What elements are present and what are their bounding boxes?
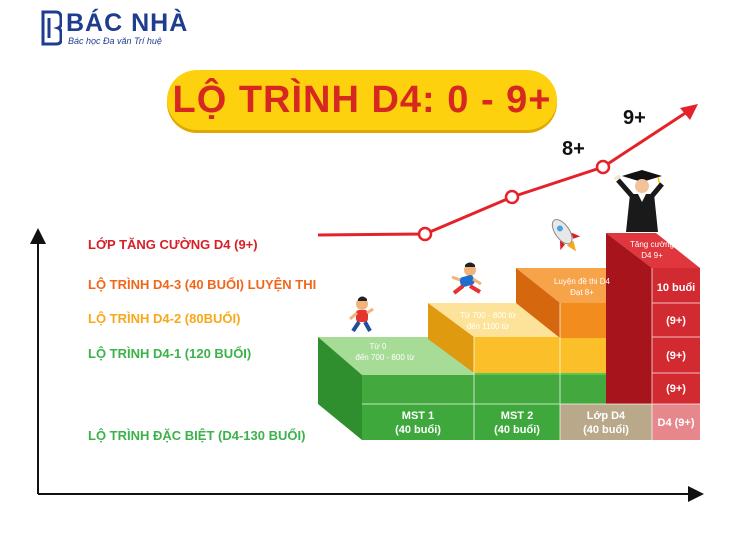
red-9-b: (9+) [666,350,686,362]
sprinting-kid-icon [451,262,482,295]
bottom-mst2-l2: (40 buổi) [494,424,540,436]
red-9-c: (9+) [666,383,686,395]
bottom-lopd4-l2: (40 buổi) [583,424,629,436]
green-step-text-1: Từ 0 [370,342,387,351]
bottom-mst2-l1: MST 2 [501,410,533,422]
bottom-mst1-l2: (40 buổi) [395,424,441,436]
title-badge: LỘ TRÌNH D4: 0 - 9+ [167,70,557,130]
yellow-step-text-1: Từ 700 - 800 từ [460,311,517,320]
level-label-tang-cuong: LỚP TĂNG CƯỜNG D4 (9+) [88,237,258,252]
orange-step-text-2: Đạt 8+ [570,288,594,297]
brand-logo: BÁC NHÀ Bác học Đa văn Trí huệ [40,10,188,46]
red-step-text-2: D4 9+ [641,251,663,260]
page-title: LỘ TRÌNH D4: 0 - 9+ [172,78,552,121]
progress-line [317,104,698,242]
milestone-dot-2 [504,189,520,205]
red-block [606,233,700,440]
level-label-dac-biet: LỘ TRÌNH ĐẶC BIỆT (D4-130 BUỔI) [88,428,306,443]
milestone-8: 8+ [562,138,585,160]
bottom-mst1-l1: MST 1 [402,410,434,422]
level-label-d4-3: LỘ TRÌNH D4-3 (40 BUỔI) LUYỆN THI [88,277,317,292]
milestone-dot-1 [417,226,433,242]
book-icon [41,10,62,46]
bottom-lopd4-l1: Lớp D4 [587,410,626,422]
rocket-icon [551,219,581,252]
red-9-a: (9+) [666,315,686,327]
graduate-icon [613,170,664,232]
brand-name: BÁC NHÀ [66,9,189,37]
milestone-dot-3 [595,159,611,175]
yellow-step-text-2: đến 1100 từ [467,322,510,331]
bottom-d49-l1: D4 (9+) [658,417,695,429]
milestone-9: 9+ [623,107,646,129]
bottom-row [362,404,700,440]
brand-tagline: Bác học Đa văn Trí huệ [68,36,162,46]
green-step-text-2: đến 700 - 800 từ [355,353,415,362]
red-10-buoi: 10 buổi [657,282,696,294]
red-step-text-1: Tăng cường [630,240,674,249]
orange-step-text-1: Luyện đề thi D4 [554,277,611,286]
level-label-d4-2: LỘ TRÌNH D4-2 (80BUỔI) [88,311,241,326]
level-label-d4-1: LỘ TRÌNH D4-1 (120 BUỔI) [88,346,252,361]
running-kid-icon [349,296,374,333]
